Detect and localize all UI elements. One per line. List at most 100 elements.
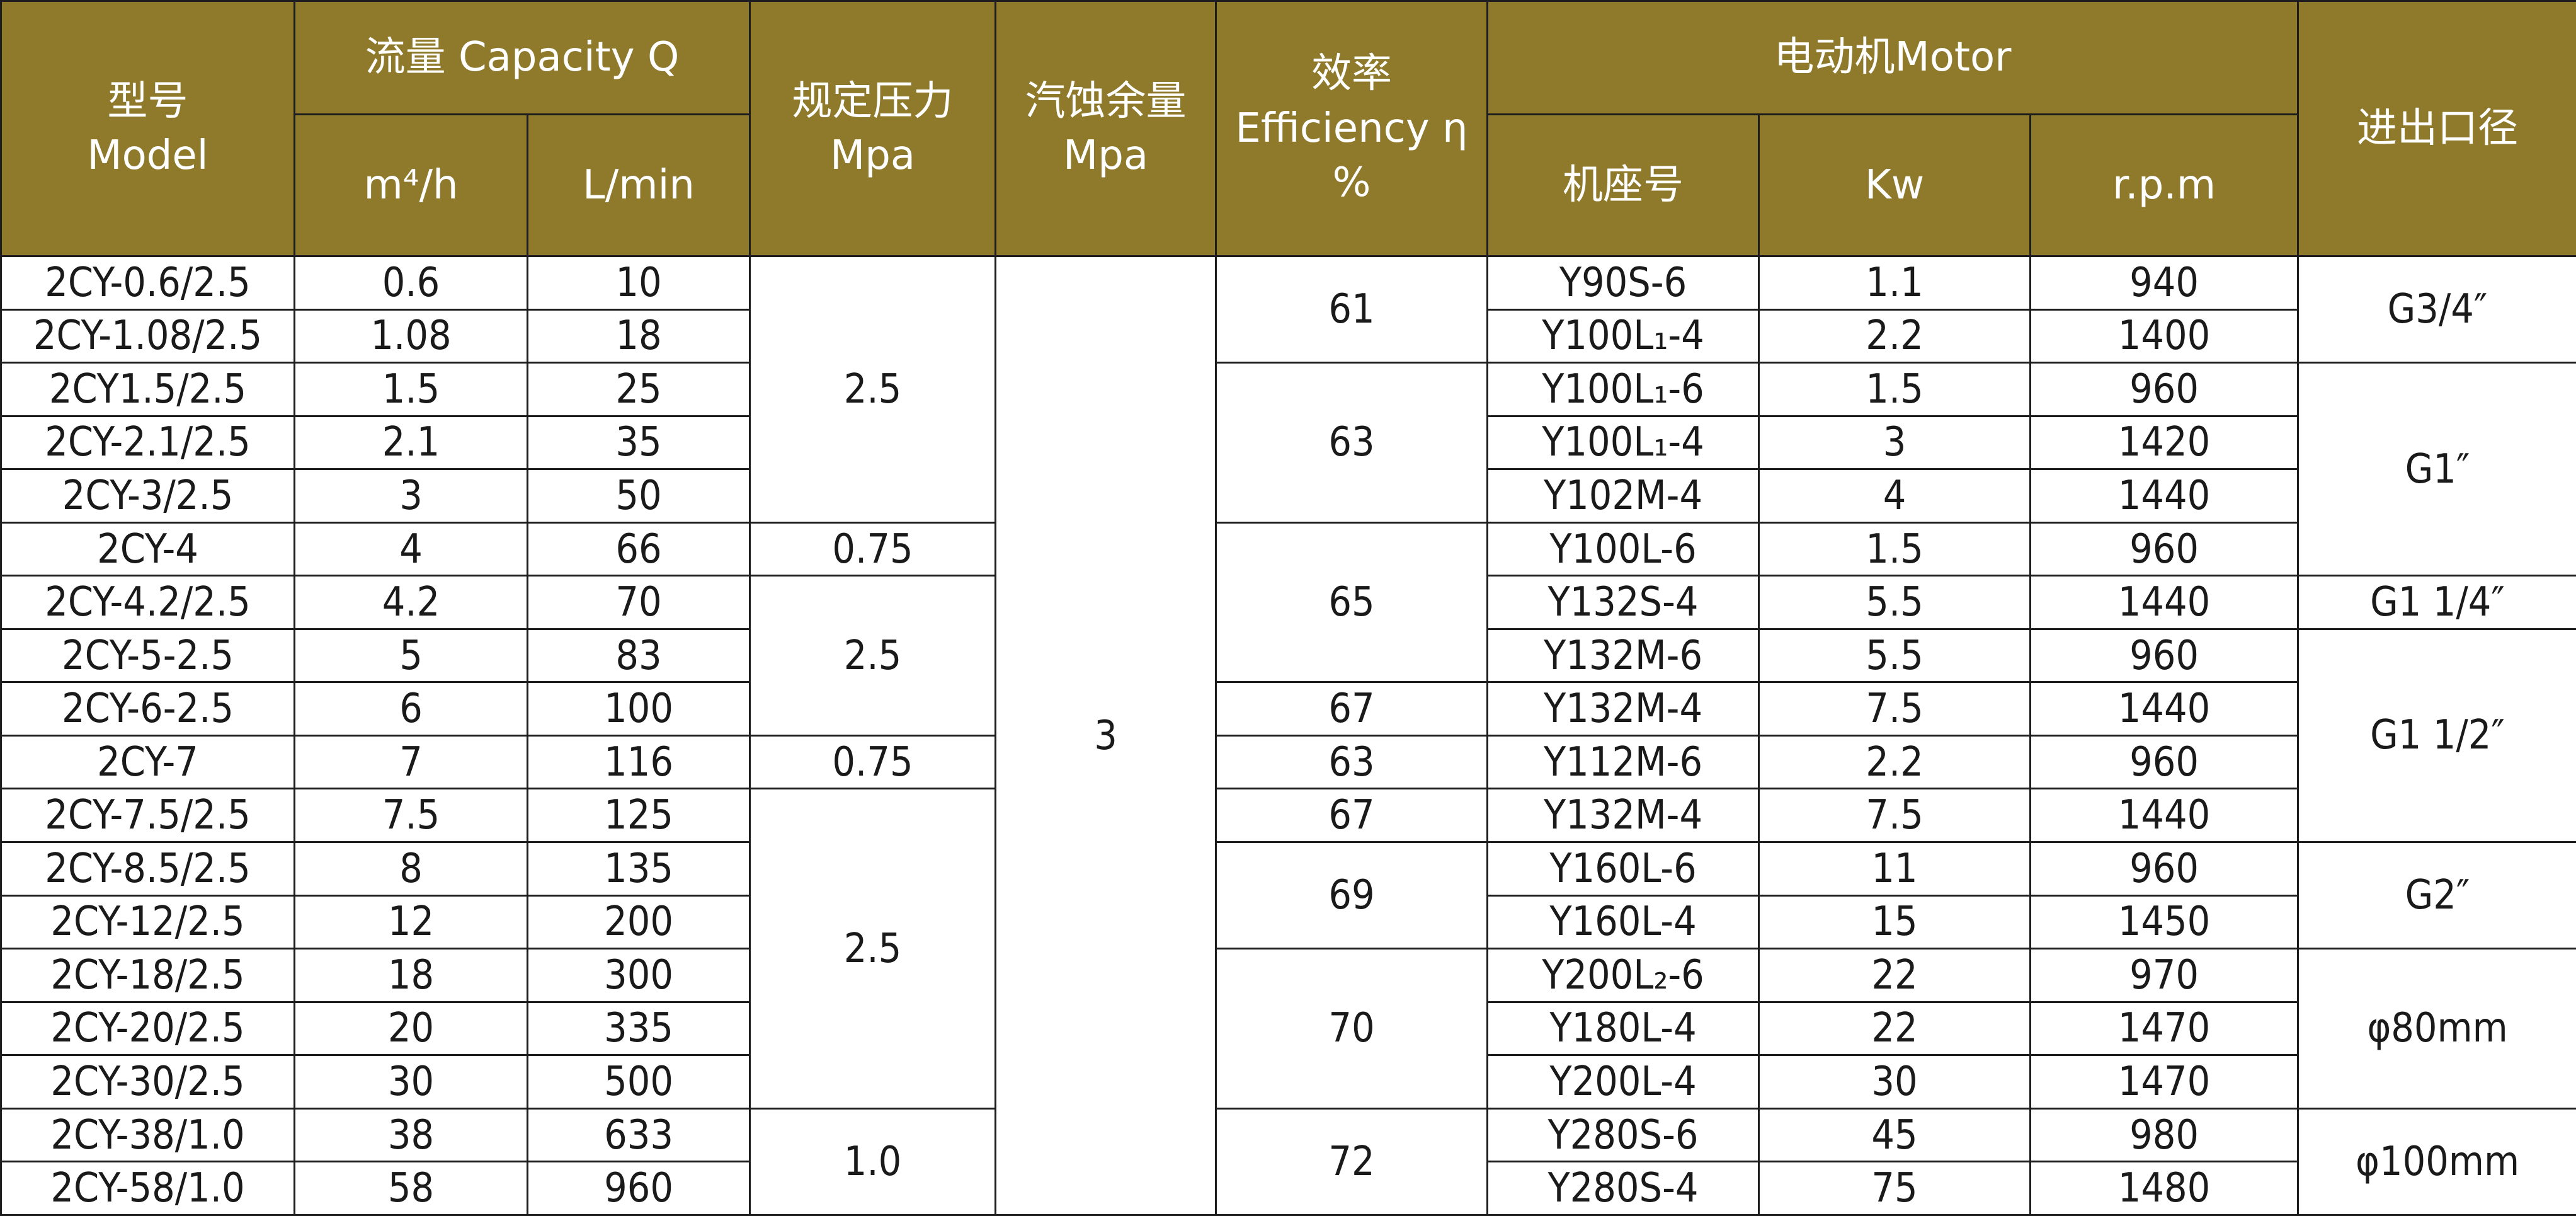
cell-capacity-lmin: 66 bbox=[527, 521, 751, 577]
cell-motor-frame: Y160L-4 bbox=[1486, 894, 1760, 950]
header-efficiency: 效率 Efficiency η % bbox=[1215, 0, 1488, 257]
cell-motor-frame: Y132M-4 bbox=[1486, 788, 1760, 844]
cell-capacity-m3h: 4.2 bbox=[294, 575, 528, 630]
cell-motor-frame: Y100L₁-6 bbox=[1486, 362, 1760, 417]
cell-capacity-m3h: 8 bbox=[294, 841, 528, 897]
cell-efficiency: 67 bbox=[1215, 681, 1488, 737]
cell-motor-frame: Y160L-6 bbox=[1486, 841, 1760, 897]
cell-port: φ80mm bbox=[2297, 948, 2576, 1110]
cell-capacity-lmin: 70 bbox=[527, 575, 751, 630]
cell-motor-frame: Y180L-4 bbox=[1486, 1001, 1760, 1057]
cell-motor-kw: 2.2 bbox=[1758, 734, 2031, 790]
cell-capacity-lmin: 35 bbox=[527, 415, 751, 471]
cell-motor-frame: Y100L₁-4 bbox=[1486, 308, 1760, 364]
header-port: 进出口径 bbox=[2297, 0, 2576, 257]
cell-motor-frame: Y200L₂-6 bbox=[1486, 948, 1760, 1003]
cell-motor-rpm: 970 bbox=[2029, 948, 2300, 1003]
header-npsh-unit: Mpa bbox=[1063, 132, 1149, 179]
cell-motor-frame: Y280S-6 bbox=[1486, 1107, 1760, 1163]
cell-motor-kw: 45 bbox=[1758, 1107, 2031, 1163]
cell-motor-rpm: 1440 bbox=[2029, 788, 2300, 844]
header-capacity-m3h: m⁴/h bbox=[294, 113, 528, 257]
cell-model: 2CY-38/1.0 bbox=[0, 1107, 295, 1163]
cell-model: 2CY-7 bbox=[0, 734, 295, 790]
table-row: 2CY-58/1.0 58 960 Y280S-4 75 1480 bbox=[0, 1161, 2576, 1216]
cell-motor-rpm: 960 bbox=[2029, 521, 2300, 577]
table-row: 2CY-20/2.5 20 335 Y180L-4 22 1470 bbox=[0, 1001, 2576, 1057]
cell-capacity-lmin: 83 bbox=[527, 628, 751, 684]
header-capacity: 流量 Capacity Q bbox=[294, 0, 751, 115]
header-capacity-lmin: L/min bbox=[527, 113, 751, 257]
cell-motor-rpm: 1420 bbox=[2029, 415, 2300, 471]
table-row: 2CY-2.1/2.5 2.1 35 Y100L₁-4 3 1420 bbox=[0, 415, 2576, 471]
cell-capacity-lmin: 50 bbox=[527, 468, 751, 524]
cell-motor-kw: 75 bbox=[1758, 1161, 2031, 1216]
cell-capacity-m3h: 7.5 bbox=[294, 788, 528, 844]
cell-capacity-lmin: 125 bbox=[527, 788, 751, 844]
cell-model: 2CY-8.5/2.5 bbox=[0, 841, 295, 897]
cell-motor-rpm: 960 bbox=[2029, 841, 2300, 897]
header-row-1: 型号 Model 流量 Capacity Q 规定压力 Mpa 汽蚀余量 Mpa… bbox=[0, 0, 2576, 257]
cell-capacity-m3h: 3 bbox=[294, 468, 528, 524]
cell-port: G2″ bbox=[2297, 841, 2576, 950]
cell-capacity-m3h: 7 bbox=[294, 734, 528, 790]
header-model-cn: 型号 bbox=[107, 77, 188, 125]
cell-efficiency: 70 bbox=[1215, 948, 1488, 1110]
header-motor: 电动机Motor bbox=[1486, 0, 2300, 115]
cell-capacity-m3h: 2.1 bbox=[294, 415, 528, 471]
cell-capacity-lmin: 135 bbox=[527, 841, 751, 897]
cell-model: 2CY-4 bbox=[0, 521, 295, 577]
cell-pressure: 2.5 bbox=[749, 788, 996, 1110]
cell-port: G1 1/2″ bbox=[2297, 628, 2576, 844]
cell-capacity-lmin: 18 bbox=[527, 308, 751, 364]
cell-model: 2CY1.5/2.5 bbox=[0, 362, 295, 417]
cell-capacity-lmin: 200 bbox=[527, 894, 751, 950]
cell-capacity-lmin: 300 bbox=[527, 948, 751, 1003]
cell-motor-rpm: 960 bbox=[2029, 362, 2300, 417]
header-motor-kw: Kw bbox=[1758, 113, 2031, 257]
cell-model: 2CY-0.6/2.5 bbox=[0, 255, 295, 311]
cell-capacity-m3h: 6 bbox=[294, 681, 528, 737]
cell-motor-kw: 1.5 bbox=[1758, 362, 2031, 417]
cell-efficiency: 63 bbox=[1215, 734, 1488, 790]
cell-model: 2CY-18/2.5 bbox=[0, 948, 295, 1003]
cell-motor-frame: Y100L-6 bbox=[1486, 521, 1760, 577]
cell-port: G3/4″ bbox=[2297, 255, 2576, 364]
header-npsh-cn: 汽蚀余量 bbox=[1025, 77, 1187, 125]
cell-motor-frame: Y90S-6 bbox=[1486, 255, 1760, 311]
cell-efficiency: 69 bbox=[1215, 841, 1488, 950]
header-motor-frame: 机座号 bbox=[1486, 113, 1760, 257]
table-body: 2CY-0.6/2.5 0.6 10 2.5 3 61 Y90S-6 1.1 940 G3/4″ 2… bbox=[0, 255, 2576, 1216]
cell-capacity-m3h: 1.08 bbox=[294, 308, 528, 364]
table-row: 2CY-12/2.5 12 200 Y160L-4 15 1450 bbox=[0, 894, 2576, 950]
table-row: 2CY-38/1.0 38 633 1.0 72 Y280S-6 45 980 φ100mm bbox=[0, 1107, 2576, 1216]
cell-model: 2CY-1.08/2.5 bbox=[0, 308, 295, 364]
cell-motor-kw: 7.5 bbox=[1758, 788, 2031, 844]
cell-model: 2CY-30/2.5 bbox=[0, 1054, 295, 1110]
header-model-en: Model bbox=[87, 132, 208, 179]
cell-capacity-m3h: 38 bbox=[294, 1107, 528, 1163]
cell-motor-frame: Y112M-6 bbox=[1486, 734, 1760, 790]
cell-motor-kw: 5.5 bbox=[1758, 575, 2031, 630]
cell-port: G1 1/4″ bbox=[2297, 575, 2576, 630]
header-efficiency-unit: % bbox=[1332, 159, 1371, 207]
cell-model: 2CY-2.1/2.5 bbox=[0, 415, 295, 471]
cell-motor-kw: 4 bbox=[1758, 468, 2031, 524]
cell-motor-frame: Y132M-4 bbox=[1486, 681, 1760, 737]
header-npsh: 汽蚀余量 Mpa bbox=[994, 0, 1217, 257]
cell-capacity-m3h: 20 bbox=[294, 1001, 528, 1057]
cell-motor-kw: 2.2 bbox=[1758, 308, 2031, 364]
cell-model: 2CY-12/2.5 bbox=[0, 894, 295, 950]
header-pressure: 规定压力 Mpa bbox=[749, 0, 996, 257]
cell-motor-rpm: 1470 bbox=[2029, 1001, 2300, 1057]
cell-model: 2CY-58/1.0 bbox=[0, 1161, 295, 1216]
table-row: 2CY-30/2.5 30 500 Y200L-4 30 1470 bbox=[0, 1054, 2576, 1110]
table-row: 2CY-5-2.5 5 83 Y132M-6 5.5 960 G1 1/2″ bbox=[0, 628, 2576, 844]
cell-motor-rpm: 1450 bbox=[2029, 894, 2300, 950]
cell-motor-frame: Y280S-4 bbox=[1486, 1161, 1760, 1216]
cell-pressure: 1.0 bbox=[749, 1107, 996, 1216]
cell-motor-kw: 3 bbox=[1758, 415, 2031, 471]
cell-capacity-m3h: 58 bbox=[294, 1161, 528, 1216]
table-row: 2CY-7 7 116 0.75 63 Y112M-6 2.2 960 bbox=[0, 734, 2576, 790]
